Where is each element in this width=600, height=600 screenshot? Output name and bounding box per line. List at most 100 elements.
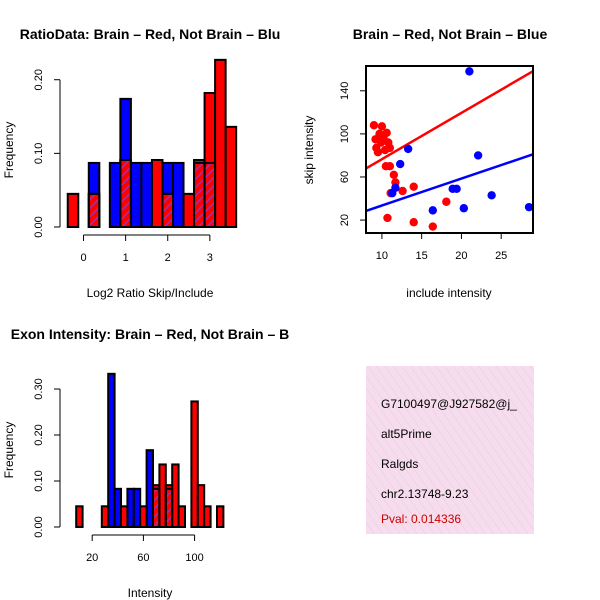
scatter-x-axis: 10 15 20 25 — [376, 233, 507, 262]
ratio-bar-overlap-outline — [203, 161, 217, 229]
scatter-x-label: include intensity — [406, 286, 491, 300]
exon-bar-overlap — [154, 489, 159, 526]
exon-bar-brain — [139, 505, 148, 528]
exon-x-tick-label: 60 — [137, 552, 149, 564]
exon-intensity-panel: Exon Intensity: Brain – Red, Not Brain –… — [2, 326, 289, 600]
p-value: Pval: 0.014336 — [381, 512, 461, 526]
ratio-bar-not-brain — [129, 161, 143, 229]
exon-bars — [75, 372, 225, 529]
not-brain-point — [395, 159, 405, 169]
ratio-y-tick-label: 0.20 — [33, 69, 45, 90]
ratio-bar-overlap — [89, 194, 99, 226]
exon-bar-brain — [120, 505, 129, 528]
brain-point — [369, 121, 379, 130]
exon-y-axis: 0.00 0.10 0.20 0.30 — [33, 378, 61, 538]
brain-point — [383, 213, 392, 223]
exon-bar-brain — [100, 505, 110, 528]
event-info-box: G7100497@J927582@j_ alt5Prime Ralgds chr… — [366, 366, 534, 534]
brain-point — [382, 128, 391, 137]
not-brain-point — [428, 206, 437, 215]
scatter-x-tick-label: 10 — [376, 250, 388, 262]
exon-bar-not-brain — [107, 372, 116, 528]
ratio-bar-not-brain — [140, 161, 153, 229]
scatter-y-tick-label: 100 — [339, 125, 351, 143]
exon-x-tick-label: 100 — [185, 552, 203, 564]
ratio-y-axis: 0.00 0.10 0.20 — [33, 69, 61, 238]
brain-point — [385, 162, 395, 171]
exon-x-tick-label: 20 — [86, 552, 98, 564]
exon-x-label: Intensity — [128, 586, 173, 600]
ratio-x-tick-label: 1 — [123, 252, 129, 264]
not-brain-point — [452, 184, 461, 194]
gene-name: Ralgds — [381, 457, 418, 471]
scatter-frame — [365, 65, 534, 234]
brain-fit-line — [366, 70, 533, 170]
exon-bar-brain — [177, 505, 187, 528]
brain-point — [409, 182, 418, 191]
scatter-y-tick-label: 140 — [339, 82, 351, 100]
brain-point — [428, 222, 437, 231]
probe-id: G7100497@J927582@j_ — [381, 397, 517, 411]
not-brain-fit-line — [366, 153, 533, 213]
not-brain-point — [459, 204, 469, 213]
not-brain-point — [473, 151, 483, 160]
not-brain-point — [524, 202, 533, 212]
scatter-y-axis: 20 60 100 140 — [339, 82, 366, 226]
ratio-bar-not-brain — [108, 161, 122, 229]
scatter-chart-title: Brain – Red, Not Brain – Blue — [353, 26, 548, 42]
ratio-histogram-panel: RatioData: Brain – Red, Not Brain – Blu … — [2, 26, 280, 300]
ratio-y-tick-label: 0.10 — [33, 143, 45, 164]
ratio-x-axis: 0 1 2 3 — [80, 234, 213, 264]
scatter-x-tick-label: 20 — [455, 250, 467, 262]
exon-y-tick-label: 0.20 — [33, 424, 45, 445]
ratio-x-label: Log2 Ratio Skip/Include — [87, 286, 214, 300]
brain-point — [442, 197, 451, 206]
genomic-location: chr2.13748-9.23 — [381, 487, 469, 501]
not-brain-point — [403, 144, 413, 154]
scatter-y-tick-label: 60 — [339, 171, 351, 183]
exon-bar-brain — [75, 505, 84, 528]
ratio-bar-overlap — [195, 163, 204, 226]
scatter-clipped-layer — [366, 67, 533, 231]
exon-bar-overlap-outline — [152, 487, 161, 529]
brain-point — [377, 122, 387, 131]
ratio-bar-overlap-outline — [161, 192, 174, 228]
ratio-x-tick-label: 2 — [165, 252, 171, 264]
not-brain-point — [465, 67, 474, 76]
ratio-bar-overlap — [121, 160, 130, 226]
brain-point — [373, 147, 383, 157]
scatter-y-label: skip intensity — [302, 116, 316, 185]
exon-y-tick-label: 0.10 — [33, 470, 45, 491]
exon-bar-overlap-outline — [164, 487, 174, 529]
scatter-y-tick-label: 20 — [339, 214, 351, 226]
scatter-x-tick-label: 15 — [416, 250, 428, 262]
ratio-x-tick-label: 3 — [207, 252, 213, 264]
exon-y-label: Frequency — [2, 422, 16, 479]
not-brain-point — [487, 191, 496, 200]
exon-bar-brain — [190, 400, 199, 529]
ratio-bar-brain — [66, 192, 80, 228]
ratio-bar-brain — [182, 192, 196, 228]
scatter-plot-area — [365, 65, 534, 234]
ratio-bar-brain — [214, 58, 227, 228]
brain-point — [385, 143, 395, 153]
exon-bar-brain — [203, 505, 212, 528]
exon-chart-title: Exon Intensity: Brain – Red, Not Brain –… — [11, 326, 290, 342]
info-box-background — [366, 366, 534, 534]
event-type: alt5Prime — [381, 427, 432, 441]
exon-x-axis: 20 60 100 — [86, 534, 204, 564]
ratio-bar-brain — [224, 125, 238, 228]
brain-point — [409, 218, 418, 227]
exon-bar-brain — [216, 505, 225, 528]
ratio-bar-brain — [150, 158, 164, 228]
ratio-chart-title: RatioData: Brain – Red, Not Brain – Blu — [20, 26, 281, 42]
ratio-bars — [66, 58, 238, 229]
ratio-y-tick-label: 0.00 — [33, 216, 45, 237]
brain-point — [389, 170, 399, 180]
ratio-bar-not-brain — [172, 161, 185, 229]
ratio-bar-overlap — [205, 163, 215, 226]
exon-y-tick-label: 0.30 — [33, 378, 45, 399]
brain-point — [398, 186, 407, 196]
scatter-x-tick-label: 25 — [495, 250, 507, 262]
